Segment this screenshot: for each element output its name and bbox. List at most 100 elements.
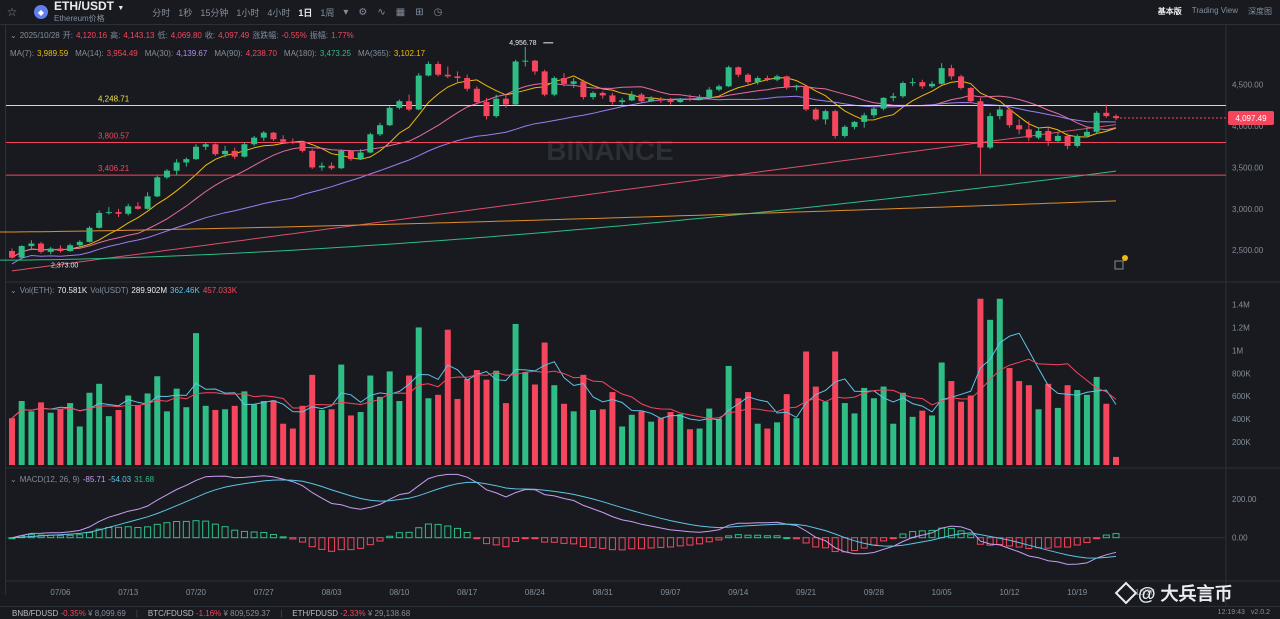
low-annotation: 2,373.00 — [51, 262, 78, 269]
legend-chevron-icon[interactable]: ⌄ — [10, 475, 17, 484]
candle-body — [435, 63, 442, 75]
volume-bar — [870, 398, 877, 465]
candle-body — [793, 86, 800, 88]
interval-tab-4[interactable]: 4小时 — [267, 7, 291, 18]
interval-tabs: 分时 1秒 15分钟 1小时 4小时 1日 1周 — [148, 6, 338, 19]
view-tab-0[interactable]: 基本版 — [1157, 7, 1182, 16]
caret-down-icon[interactable]: ▼ — [117, 4, 125, 12]
macd-histogram-bar — [1102, 534, 1110, 539]
macd-histogram-bar — [1064, 537, 1072, 548]
volume-bar — [764, 428, 771, 465]
indicator-icon[interactable]: ∿ — [377, 6, 386, 18]
candle-body — [483, 102, 490, 117]
star-icon[interactable]: ☆ — [6, 5, 18, 19]
volume-bar — [958, 401, 965, 465]
volume-ma5-line — [11, 332, 1117, 421]
candle-body — [890, 96, 897, 98]
view-tab-1[interactable]: Trading View — [1191, 6, 1238, 15]
macd-histogram-bar — [976, 537, 984, 545]
volume-bar — [425, 398, 432, 465]
legend-chevron-icon[interactable]: ⌄ — [10, 286, 17, 295]
interval-tab-5[interactable]: 1日 — [298, 7, 313, 18]
macd-histogram-bar — [531, 537, 539, 540]
macd-histogram-bar — [134, 527, 142, 539]
macd-histogram-bar — [744, 534, 752, 539]
candle-body — [967, 87, 974, 102]
interval-tab-6[interactable]: 1周 — [320, 7, 335, 18]
ticker-item[interactable]: ETH/FDUSD -2.33% ¥ 29,138.68 — [292, 609, 410, 618]
interval-tab-2[interactable]: 15分钟 — [200, 7, 229, 18]
macd-histogram-bar — [386, 535, 394, 539]
volume-bar — [793, 418, 800, 465]
candle-body — [202, 144, 209, 147]
volume-bar — [861, 387, 868, 465]
interval-tab-1[interactable]: 1秒 — [178, 7, 193, 18]
macd-histogram-bar — [1044, 537, 1052, 549]
amp-value: 1.77% — [331, 31, 354, 40]
volume-bar — [977, 298, 984, 465]
macd-histogram-bar — [512, 537, 520, 542]
volume-tick-label: 400K — [1232, 415, 1251, 424]
grid-icon[interactable]: ⊞ — [415, 6, 424, 18]
high-label: 高: — [110, 31, 121, 40]
candle-body — [1035, 131, 1042, 138]
macd-histogram-bar — [647, 537, 655, 549]
volume-bar — [648, 421, 655, 465]
volume-bar — [590, 409, 597, 465]
dropdown-icon[interactable]: ▾ — [343, 6, 349, 18]
candle-body — [1064, 135, 1071, 146]
candle-body — [241, 144, 248, 157]
candle-body — [28, 243, 35, 247]
ma365-line — [0, 200, 1117, 233]
ticker-item[interactable]: BNB/FDUSD -0.35% ¥ 8,099.69 — [12, 609, 126, 618]
ma-label-2: MA(30): — [144, 49, 174, 58]
volume-bar — [144, 393, 151, 465]
volume-bar — [251, 404, 258, 465]
candle-body — [193, 146, 199, 160]
macd-histogram-bar — [444, 525, 452, 539]
layout-icon[interactable]: ▦ — [395, 6, 406, 18]
macd-histogram-bar — [202, 520, 210, 539]
candle-body — [318, 165, 325, 168]
pair-selector[interactable]: ETH/USDT ▼ Ethereum价格 — [54, 0, 125, 24]
level-label: 4,248.71 — [98, 94, 130, 103]
open-label: 开: — [62, 31, 73, 40]
macd-histogram-bar — [1025, 537, 1033, 549]
macd-histogram-bar — [599, 537, 607, 549]
volume-bar — [493, 370, 500, 465]
clock-icon[interactable]: ◷ — [433, 6, 443, 18]
ticker-bar: BNB/FDUSD -0.35% ¥ 8,099.69 | BTC/FDUSD -1… — [0, 606, 1280, 619]
legend-chevron-icon[interactable]: ⌄ — [10, 31, 17, 40]
candle-body — [648, 98, 655, 102]
chart-area[interactable]: BINANCE 4,500.00 4,000.00 3,500.00 3,000.00 2… — [0, 25, 1280, 606]
candle-body — [512, 61, 519, 105]
clock-time: 12:19:43 — [1217, 609, 1245, 616]
macd-histogram-bar — [299, 537, 307, 543]
ma-value-2: 4,139.67 — [176, 49, 208, 58]
date-tick-label: 07/06 — [50, 588, 71, 597]
candle-body — [764, 78, 771, 80]
candle-body — [899, 83, 906, 97]
view-tab-2[interactable]: 深度图 — [1248, 7, 1272, 16]
candle-body — [570, 81, 577, 84]
settings-icon[interactable]: ⚙ — [358, 6, 368, 18]
date-tick-label: 07/13 — [118, 588, 139, 597]
interval-tab-0[interactable]: 分时 — [152, 7, 171, 18]
corner-mark-text: @ 大兵言币 — [1138, 584, 1233, 604]
candle-body — [832, 111, 839, 136]
interval-tab-3[interactable]: 1小时 — [236, 7, 260, 18]
volume-bar — [202, 405, 209, 465]
macd-histogram-bar — [492, 537, 500, 546]
volume-bar — [67, 403, 74, 465]
candle-body — [599, 92, 606, 96]
macd-histogram-bar — [589, 537, 597, 549]
macd-histogram-bar — [792, 537, 800, 540]
volume-bar — [1083, 394, 1090, 465]
candle-body — [774, 76, 781, 80]
diamond-logo-icon — [1114, 581, 1138, 605]
ticker-price: ¥ 29,138.68 — [367, 608, 411, 618]
macd-histogram-bar — [831, 537, 839, 553]
ticker-item[interactable]: BTC/FDUSD -1.16% ¥ 809,529.37 — [148, 609, 270, 618]
price-tick-label: 2,500.00 — [1232, 246, 1264, 255]
ticker-symbol: ETH/FDUSD — [292, 608, 339, 618]
